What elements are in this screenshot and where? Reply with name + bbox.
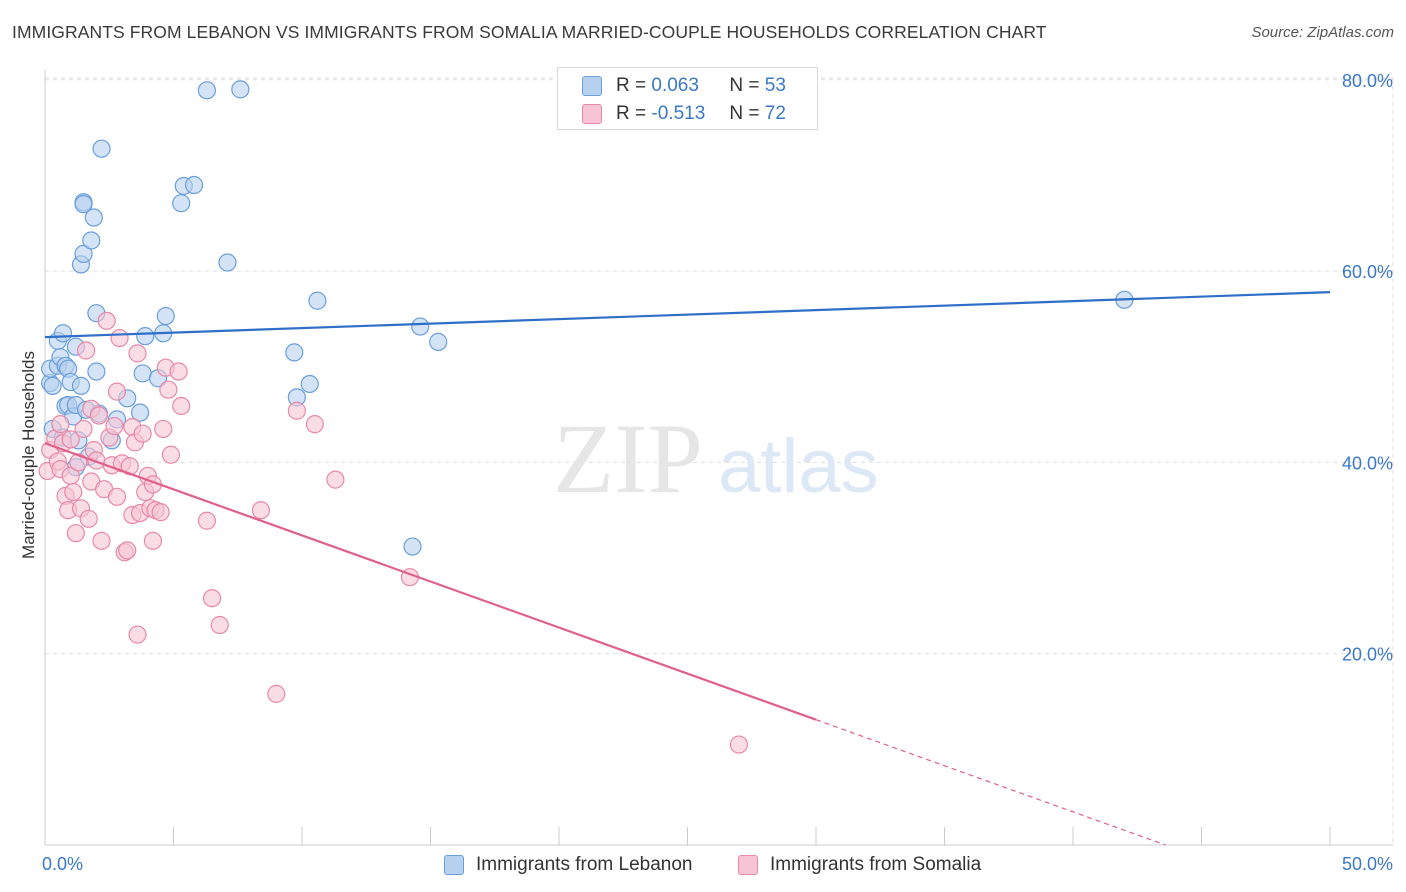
y-tick-label: 20.0%	[1342, 645, 1393, 665]
somalia-point	[51, 415, 70, 434]
y-tick-label: 40.0%	[1342, 453, 1393, 473]
lebanon-point	[92, 139, 111, 158]
y-tick-label: 80.0%	[1342, 71, 1393, 91]
lebanon-point	[403, 537, 422, 556]
somalia-point	[118, 541, 137, 560]
somalia-point	[92, 531, 111, 550]
x-tick-label: 0.0%	[42, 854, 83, 874]
lebanon-point	[197, 81, 217, 100]
y-tick-label: 60.0%	[1342, 262, 1393, 282]
r-label: R =	[616, 103, 647, 124]
somalia-point	[128, 344, 147, 363]
somalia-point	[66, 524, 85, 543]
somalia-point	[107, 487, 127, 506]
axes	[44, 70, 1393, 846]
somalia-point	[159, 380, 178, 399]
r-label: R =	[616, 75, 647, 96]
somalia-point	[74, 419, 93, 439]
lebanon-point	[74, 195, 93, 214]
lebanon-point	[184, 175, 204, 195]
legend-label-lebanon: Immigrants from Lebanon	[476, 854, 693, 875]
chart-title: IMMIGRANTS FROM LEBANON VS IMMIGRANTS FR…	[12, 22, 1047, 42]
x-tick-label: 50.0%	[1342, 854, 1393, 874]
somalia-point	[89, 406, 109, 425]
somalia-point	[172, 396, 191, 416]
chart-source: Source: ZipAtlas.com	[1251, 24, 1394, 41]
somalia-point	[79, 509, 98, 528]
somalia-point	[128, 625, 147, 644]
lebanon-point	[429, 332, 448, 351]
lebanon-point	[308, 291, 327, 310]
lebanon-point	[133, 364, 152, 383]
lebanon-point	[136, 327, 155, 346]
somalia-point	[326, 470, 345, 489]
somalia-point	[169, 362, 188, 381]
somalia-point	[105, 416, 124, 436]
legend-item-lebanon[interactable]: Immigrants from Lebanon	[444, 852, 693, 878]
somalia-point	[154, 419, 173, 439]
somalia-point	[107, 382, 127, 401]
n-value-somalia: 72	[764, 103, 786, 124]
n-value-lebanon: 53	[764, 75, 786, 96]
legend-item-somalia[interactable]: Immigrants from Somalia	[738, 852, 981, 878]
lebanon-point	[231, 80, 250, 99]
lebanon-point	[172, 194, 191, 213]
tick-labels: 20.0% 40.0% 60.0% 80.0% 0.0% 50.0%	[42, 71, 1393, 874]
r-value-lebanon: 0.063	[651, 75, 699, 96]
somalia-trend-line	[44, 442, 817, 721]
lebanon-point	[53, 324, 73, 343]
legend-swatch-lebanon	[444, 855, 464, 875]
somalia-point	[133, 424, 152, 443]
somalia-point	[64, 482, 83, 502]
somalia-point	[202, 589, 222, 608]
somalia-point	[729, 735, 749, 754]
lebanon-point	[300, 374, 319, 394]
somalia-point	[267, 684, 286, 703]
lebanon-point	[82, 231, 101, 250]
somalia-point	[210, 615, 229, 635]
lebanon-trend-line	[44, 291, 1331, 339]
watermark-atlas: atlas	[718, 424, 879, 509]
somalia-point	[110, 328, 129, 348]
stats-legend: R = 0.063 N = 53 R = -0.513 N = 72	[557, 67, 818, 130]
lebanon-point	[156, 306, 175, 326]
lebanon-point	[74, 244, 93, 263]
somalia-point	[69, 453, 88, 472]
data-points	[38, 80, 1134, 754]
somalia-point	[151, 503, 170, 522]
somalia-point	[77, 341, 96, 360]
lebanon-point	[71, 376, 91, 395]
somalia-point	[161, 445, 181, 464]
lebanon-point	[218, 253, 237, 272]
somalia-point	[305, 415, 324, 434]
somalia-point	[143, 531, 163, 550]
somalia-trend-line-dashed	[815, 719, 1166, 846]
n-label: N =	[729, 75, 760, 96]
legend-swatch-somalia	[582, 104, 602, 124]
n-label: N =	[729, 103, 760, 124]
somalia-point	[61, 430, 80, 449]
lebanon-point	[87, 362, 106, 381]
lebanon-point	[411, 317, 430, 336]
somalia-point	[197, 511, 217, 530]
somalia-point	[97, 311, 116, 330]
lebanon-point	[130, 403, 150, 422]
r-value-somalia: -0.513	[651, 103, 706, 124]
watermark-zip: ZIP	[553, 403, 703, 514]
trend-lines	[44, 291, 1331, 846]
legend-label-somalia: Immigrants from Somalia	[770, 854, 982, 875]
lebanon-point	[43, 376, 62, 395]
legend-swatch-lebanon	[582, 76, 602, 96]
somalia-point	[287, 401, 306, 420]
lebanon-point	[285, 343, 304, 362]
legend-swatch-somalia	[738, 855, 758, 875]
lebanon-point	[84, 208, 103, 227]
somalia-point	[251, 501, 270, 520]
